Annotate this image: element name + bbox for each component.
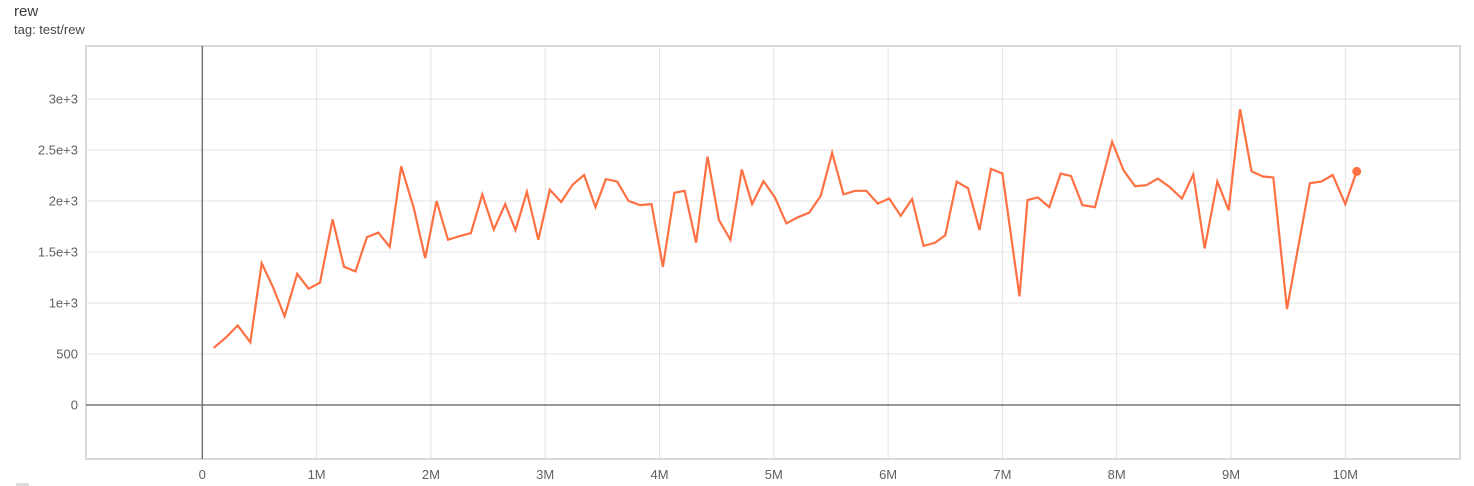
y-tick-label: 1.5e+3 bbox=[38, 245, 78, 260]
series-line[interactable] bbox=[212, 109, 1358, 349]
x-tick-label: 9M bbox=[1222, 467, 1240, 482]
x-tick-label: 7M bbox=[993, 467, 1011, 482]
x-tick-label: 2M bbox=[422, 467, 440, 482]
x-tick-label: 0 bbox=[199, 467, 206, 482]
x-tick-label: 3M bbox=[536, 467, 554, 482]
plot-border bbox=[85, 45, 1461, 460]
x-tick-label: 10M bbox=[1333, 467, 1358, 482]
card-title: rew bbox=[14, 3, 39, 20]
cutoff-edge-element bbox=[16, 483, 29, 486]
y-tick-label: 500 bbox=[56, 347, 78, 362]
card-header: rew tag: test/rew bbox=[14, 2, 85, 38]
series-end-marker[interactable] bbox=[1352, 166, 1362, 176]
y-tick-label: 2e+3 bbox=[49, 194, 78, 209]
y-tick-label: 3e+3 bbox=[49, 92, 78, 107]
y-tick-label: 0 bbox=[71, 398, 78, 413]
x-tick-label: 4M bbox=[650, 467, 668, 482]
x-tick-label: 1M bbox=[308, 467, 326, 482]
x-tick-label: 5M bbox=[765, 467, 783, 482]
x-tick-label: 6M bbox=[879, 467, 897, 482]
y-tick-label: 1e+3 bbox=[49, 296, 78, 311]
card-tag-line: tag: test/rew bbox=[14, 22, 85, 37]
x-tick-label: 8M bbox=[1108, 467, 1126, 482]
y-tick-label: 2.5e+3 bbox=[38, 143, 78, 158]
